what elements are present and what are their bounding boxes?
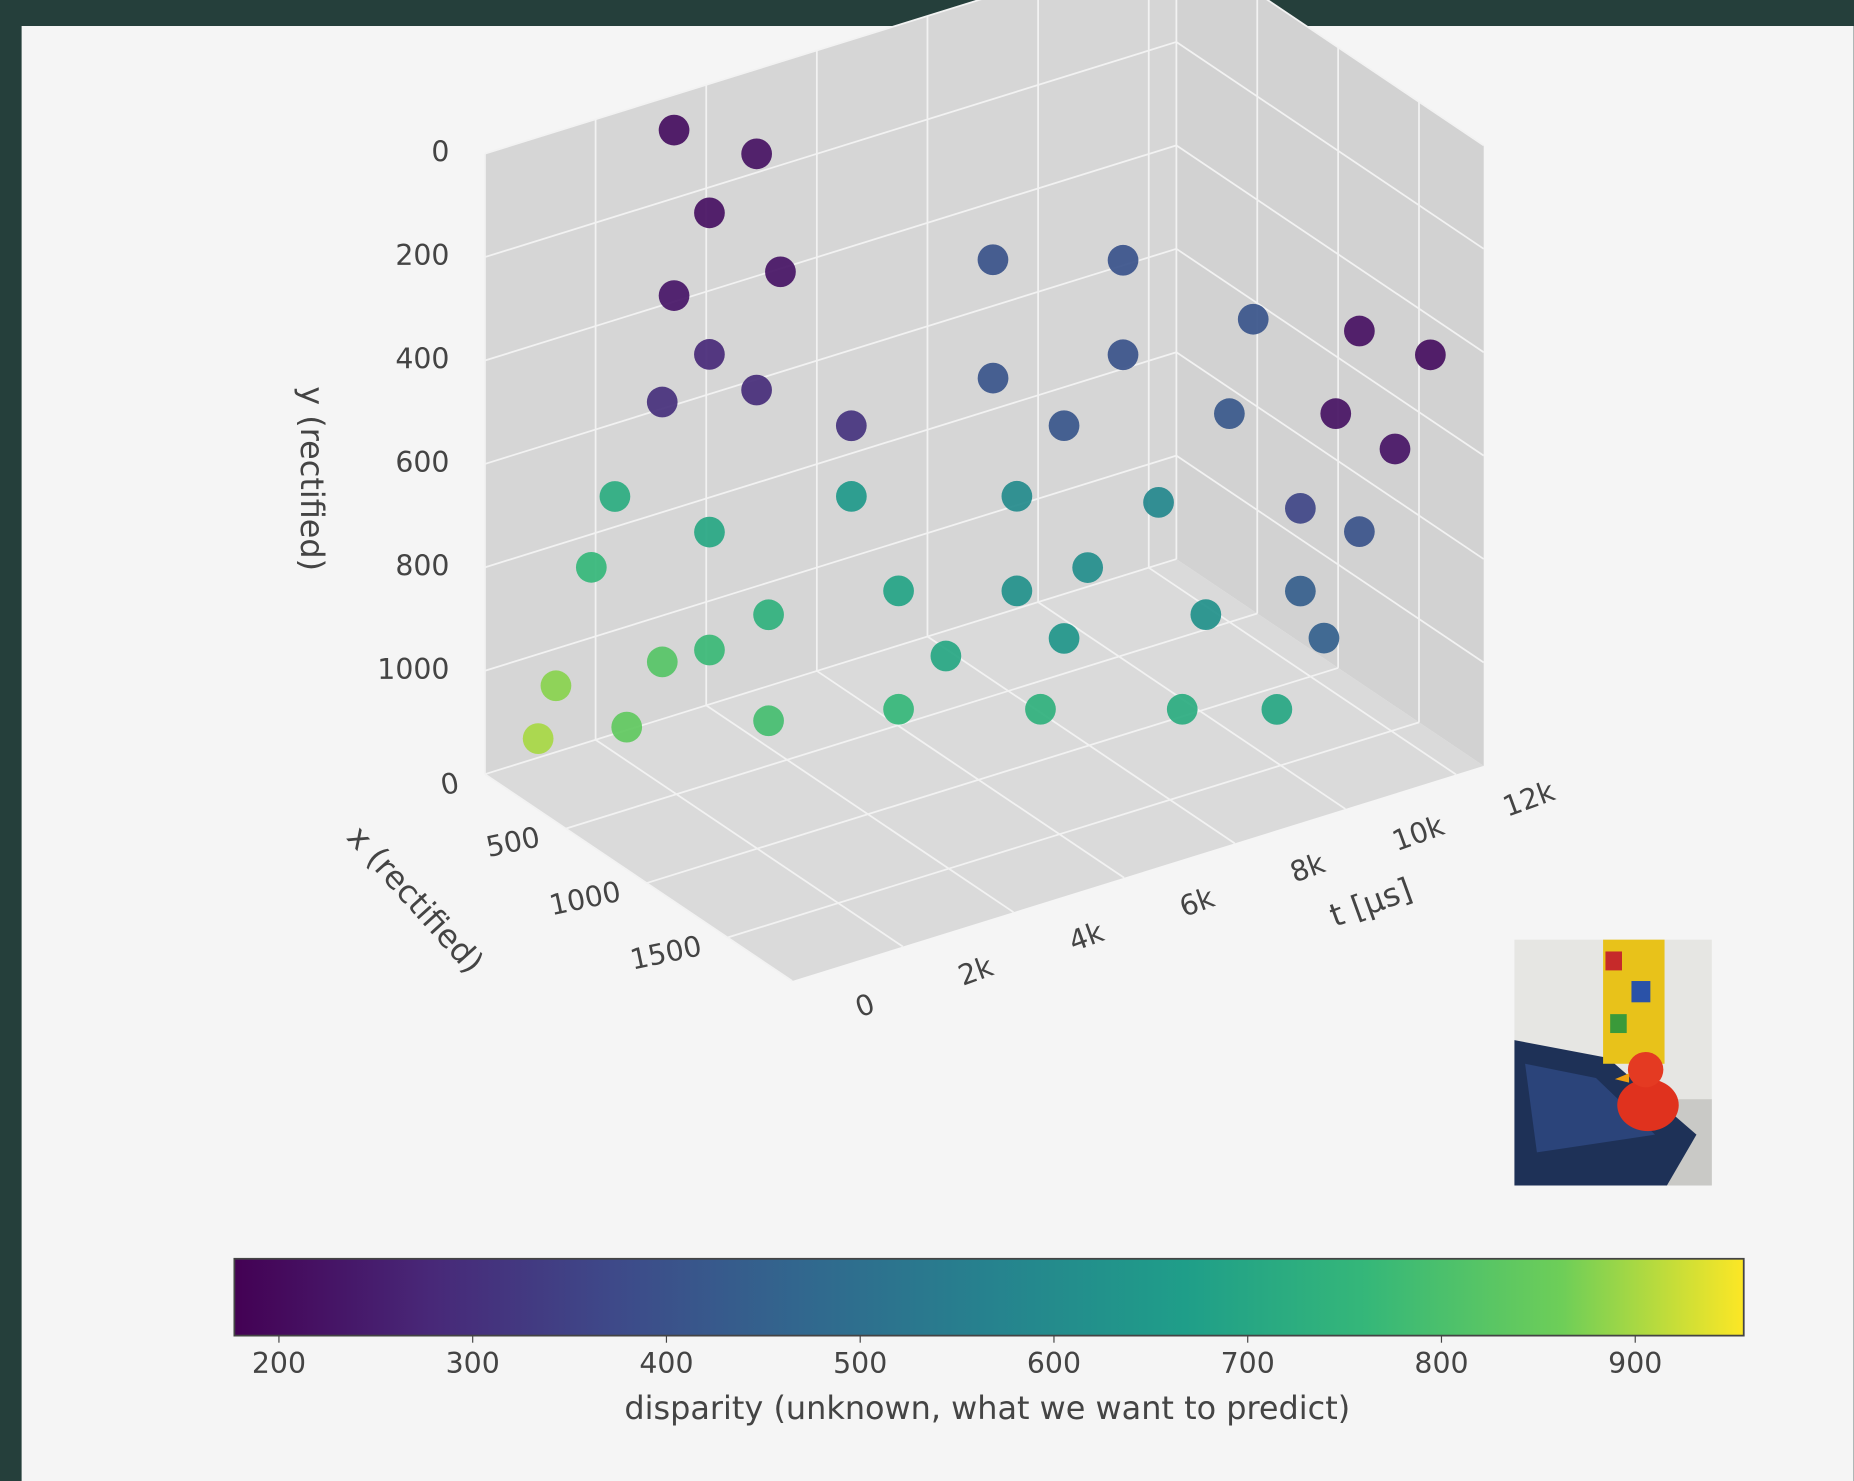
event-point xyxy=(741,375,772,406)
event-point xyxy=(1344,316,1375,347)
colorbar-tick-label: 200 xyxy=(252,1347,306,1380)
colorbar-tick-label: 400 xyxy=(639,1347,693,1380)
event-point xyxy=(931,641,962,672)
event-point xyxy=(753,599,784,630)
event-point xyxy=(694,197,725,228)
colorbar-title: disparity (unknown, what we want to pred… xyxy=(624,1389,1350,1427)
event-point xyxy=(1214,398,1245,429)
y-tick-label: 1000 xyxy=(377,653,449,686)
event-point xyxy=(694,339,725,370)
colorbar-tick-label: 900 xyxy=(1608,1347,1662,1380)
event-point xyxy=(1143,487,1174,518)
event-point xyxy=(741,138,772,169)
event-point xyxy=(659,280,690,311)
photo-inset xyxy=(1514,940,1711,1186)
page: {"chart_data": { "type": "scatter3d", "x… xyxy=(0,0,1854,1481)
event-point xyxy=(1108,245,1139,276)
event-point xyxy=(1108,339,1139,370)
event-point xyxy=(1415,339,1446,370)
colorbar-tick-label: 600 xyxy=(1027,1347,1081,1380)
event-point xyxy=(1262,694,1293,725)
event-point xyxy=(1190,599,1221,630)
photo-can-pattern xyxy=(1610,1014,1627,1033)
event-point xyxy=(1344,516,1375,547)
event-point xyxy=(1072,552,1103,583)
event-point xyxy=(523,723,554,754)
event-point xyxy=(978,244,1009,275)
event-point xyxy=(1309,623,1340,654)
event-point xyxy=(765,256,796,287)
event-point xyxy=(647,647,678,678)
event-point xyxy=(1025,694,1056,725)
event-point xyxy=(611,712,642,743)
event-point xyxy=(1238,304,1269,335)
event-point xyxy=(1002,481,1033,512)
y-tick-label: 0 xyxy=(431,136,449,169)
chart: 0200400600800100002k4k6k8k10k12k05001000… xyxy=(0,0,1854,1481)
colorbar-tick-label: 800 xyxy=(1414,1347,1468,1380)
event-point xyxy=(978,363,1009,394)
y-axis-title: y (rectified) xyxy=(293,386,331,571)
event-point xyxy=(1285,493,1316,524)
photo-can-pattern xyxy=(1631,981,1650,1002)
event-point xyxy=(1320,398,1351,429)
event-point xyxy=(836,481,867,512)
event-point xyxy=(659,115,690,146)
photo-can-pattern xyxy=(1605,951,1622,970)
photo-duck-head xyxy=(1628,1052,1663,1087)
event-point xyxy=(600,481,631,512)
y-tick-label: 200 xyxy=(395,239,449,272)
event-point xyxy=(883,576,914,607)
colorbar-tick-label: 700 xyxy=(1221,1347,1275,1380)
event-point xyxy=(1285,576,1316,607)
event-point xyxy=(694,635,725,666)
event-point xyxy=(576,552,607,583)
colorbar-tick-label: 300 xyxy=(446,1347,500,1380)
event-point xyxy=(541,670,572,701)
colorbar-scale xyxy=(234,1259,1743,1336)
event-point xyxy=(1049,623,1080,654)
event-point xyxy=(694,517,725,548)
event-point xyxy=(753,705,784,736)
event-point xyxy=(1380,434,1411,465)
event-point xyxy=(1002,576,1033,607)
event-point xyxy=(836,410,867,441)
y-tick-label: 800 xyxy=(395,549,449,582)
event-point xyxy=(1049,410,1080,441)
colorbar-tick-label: 500 xyxy=(833,1347,887,1380)
event-point xyxy=(883,694,914,725)
y-tick-label: 600 xyxy=(395,446,449,479)
y-tick-label: 400 xyxy=(395,342,449,375)
event-point xyxy=(1167,694,1198,725)
event-point xyxy=(647,387,678,418)
